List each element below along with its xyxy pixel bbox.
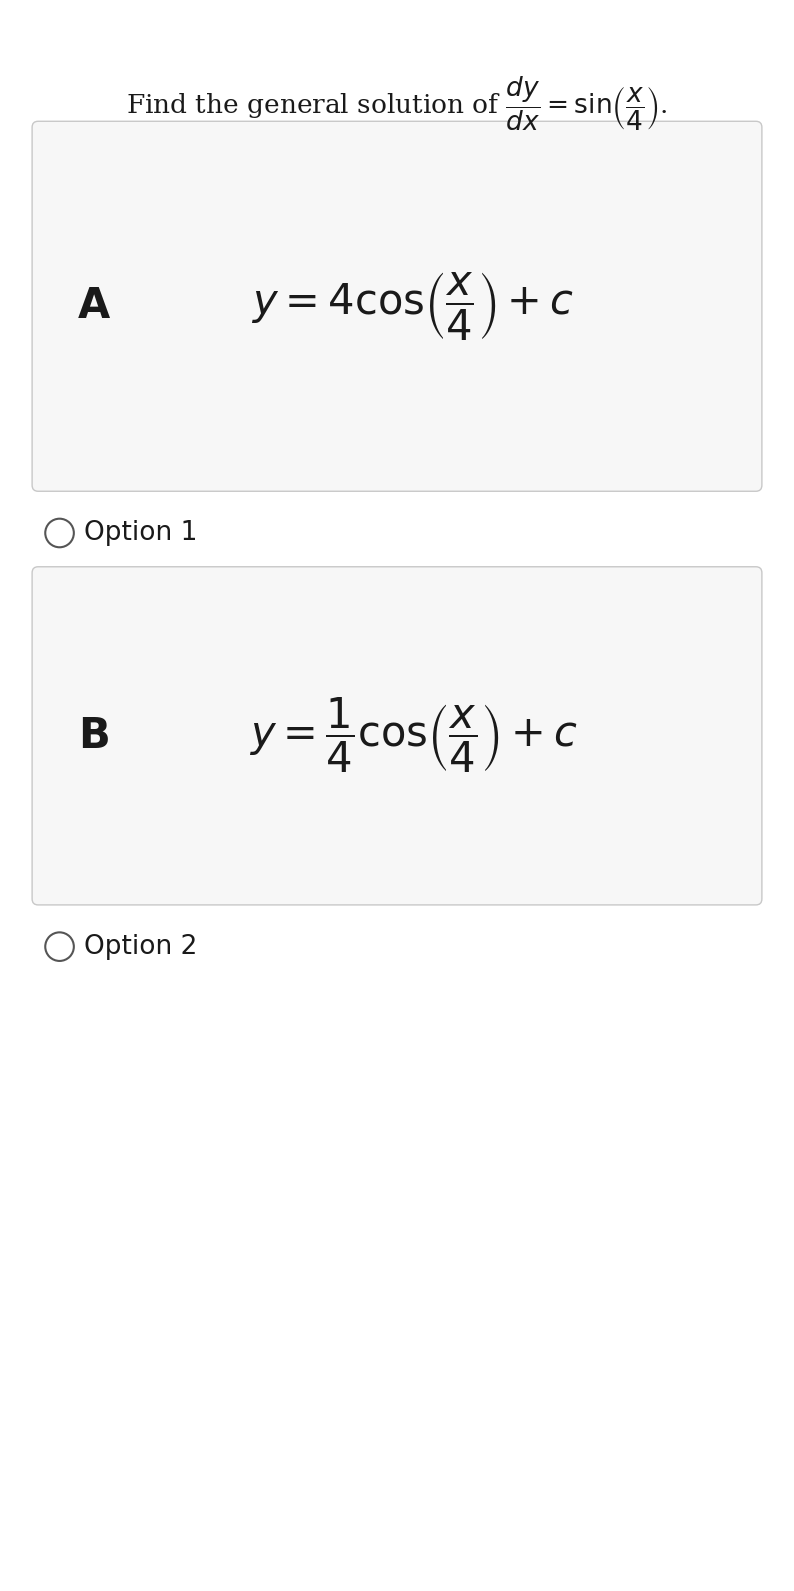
Text: $\mathbf{B}$: $\mathbf{B}$ [79,714,109,757]
FancyBboxPatch shape [32,566,762,905]
Text: $\mathbf{A}$: $\mathbf{A}$ [77,285,110,328]
Text: Find the general solution of $\dfrac{dy}{dx} = \sin\!\left(\dfrac{x}{4}\right)$.: Find the general solution of $\dfrac{dy}… [126,75,668,132]
Text: $y = \dfrac{1}{4}\cos\!\left(\dfrac{x}{4}\right)+c$: $y = \dfrac{1}{4}\cos\!\left(\dfrac{x}{4… [249,697,577,775]
Circle shape [45,519,74,547]
Text: $y = 4\cos\!\left(\dfrac{x}{4}\right)+c$: $y = 4\cos\!\left(\dfrac{x}{4}\right)+c$ [251,270,575,342]
Circle shape [45,932,74,961]
FancyBboxPatch shape [32,121,762,492]
Text: Option 1: Option 1 [84,520,197,546]
Text: Option 2: Option 2 [84,934,197,959]
